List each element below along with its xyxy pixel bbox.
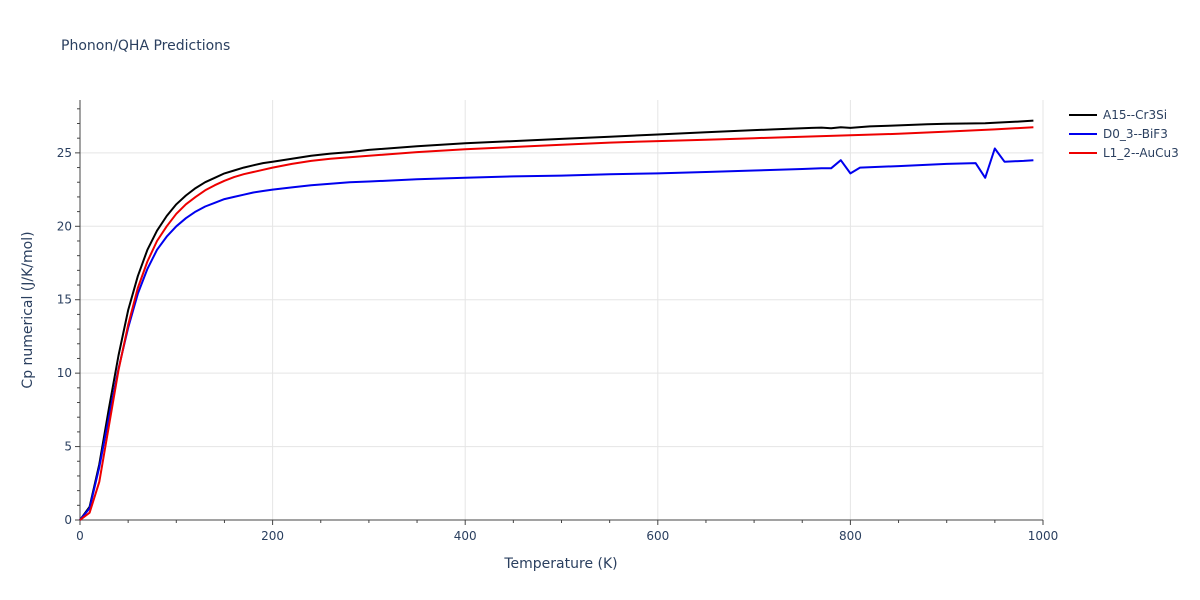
x-tick-label: 1000 [1028, 529, 1059, 543]
y-tick-label: 10 [57, 366, 72, 380]
x-tick-label: 400 [454, 529, 477, 543]
x-tick-label: 200 [261, 529, 284, 543]
y-tick-label: 0 [64, 513, 72, 527]
x-axis-title: Temperature (K) [503, 556, 617, 572]
legend-item-3[interactable]: L1_2--AuCu3 [1069, 146, 1179, 160]
x-tick-label: 0 [76, 529, 84, 543]
x-tick-label: 600 [646, 529, 669, 543]
y-axis-title: Cp numerical (J/K/mol) [20, 231, 36, 388]
legend[interactable]: A15--Cr3Si D0_3--BiF3 L1_2--AuCu3 [1069, 108, 1179, 160]
series-line-1[interactable] [79, 119, 1034, 521]
legend-label: L1_2--AuCu3 [1103, 146, 1179, 160]
y-tick-label: 25 [57, 146, 72, 160]
series-lines [79, 119, 1034, 521]
grid [80, 100, 1044, 520]
y-tick-label: 20 [57, 219, 72, 233]
y-tick-label: 5 [64, 440, 72, 454]
legend-label: A15--Cr3Si [1103, 108, 1167, 122]
legend-label: D0_3--BiF3 [1103, 127, 1168, 141]
series-line-2[interactable] [79, 147, 1034, 521]
legend-item-1[interactable]: A15--Cr3Si [1069, 108, 1167, 122]
x-tick-label: 800 [839, 529, 862, 543]
chart-title: Phonon/QHA Predictions [61, 38, 230, 54]
legend-item-2[interactable]: D0_3--BiF3 [1069, 127, 1168, 141]
axes [75, 100, 1044, 525]
y-tick-labels: 0 5 10 15 20 25 [57, 146, 72, 527]
x-tick-labels: 0 200 400 600 800 1000 [76, 529, 1058, 543]
series-line-3[interactable] [79, 126, 1034, 521]
y-tick-label: 15 [57, 293, 72, 307]
